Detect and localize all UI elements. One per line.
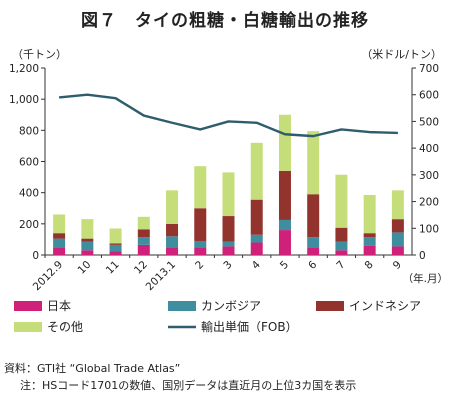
bar-segment-japan [81,250,94,255]
legend-cambodia-swatch [168,301,196,311]
bar-segment-other [250,142,263,200]
left-tick-label: 400 [19,188,39,200]
bar-segment-other [278,114,291,171]
bar-segment-japan [278,230,291,255]
bar-segment-other [81,219,94,239]
bar-segment-indonesia [250,199,263,235]
left-tick-label: 0 [32,250,39,262]
x-tick-label: 2013.1 [144,259,178,293]
bar-segment-cambodia [391,232,404,247]
left-tick-label: 1,200 [9,63,39,75]
bar-segment-japan [166,247,179,255]
bar-segment-other [391,190,404,220]
bar-segment-other [222,172,235,217]
left-axis-unit: （千トン） [12,48,67,61]
right-tick-label: 0 [419,250,426,262]
x-tick-label: 9 [391,259,404,272]
right-tick-label: 700 [419,63,439,75]
bar-segment-japan [250,242,263,255]
bar-segment-other [137,216,150,230]
x-tick-label: 2 [193,259,206,272]
bar-segment-japan [391,246,404,255]
bar-segment-indonesia [278,170,291,220]
bar-segment-cambodia [250,234,263,243]
bar-segment-indonesia [166,223,179,237]
x-tick-label: 8 [363,259,376,272]
right-tick-label: 200 [419,197,439,209]
bar-segment-indonesia [363,233,376,238]
bar-segment-indonesia [335,227,348,242]
bar-segment-indonesia [307,194,320,238]
bar-segment-japan [335,250,348,255]
bar-segment-cambodia [363,237,376,246]
bar-segment-other [166,190,179,224]
x-tick-label: 11 [104,259,122,277]
legend-indonesia-swatch [316,301,344,311]
bar-segment-japan [137,244,150,255]
bar-segment-cambodia [222,241,235,247]
x-tick-label: 10 [76,259,94,277]
x-tick-label: 6 [306,258,319,271]
bar-segment-cambodia [81,241,94,251]
left-tick-label: 200 [19,219,39,231]
right-tick-label: 600 [419,90,439,102]
legend-indonesia-label: インドネシア [349,299,421,313]
bar-segment-other [307,131,320,195]
bar-segment-japan [307,247,320,255]
legend-other-label: その他 [47,320,83,334]
bar-segment-cambodia [137,237,150,245]
chart-title: 図７ タイの粗糖・白糖輸出の推移 [81,11,369,31]
x-tick-label: 4 [250,258,263,271]
right-tick-label: 400 [419,143,439,155]
left-tick-label: 600 [19,157,39,169]
bar-segment-cambodia [194,240,207,248]
right-tick-label: 100 [419,223,439,235]
bar-segment-cambodia [53,238,66,248]
bar-segment-other [335,174,348,228]
bar-segment-cambodia [307,237,320,248]
legend-japan-label: 日本 [47,299,71,313]
legend-price-label: 輸出単価（FOB） [201,319,298,334]
left-tick-label: 800 [19,125,39,137]
bar-segment-japan [109,251,122,255]
x-tick-label: 3 [221,259,234,272]
left-tick-label: 1,000 [9,94,39,106]
bar-segment-indonesia [391,219,404,233]
bar-segment-japan [222,246,235,255]
x-tick-label: 7 [334,259,347,272]
bar-segment-cambodia [335,241,348,251]
right-tick-label: 500 [419,116,439,128]
bar-segment-indonesia [109,243,122,245]
x-tick-label: 12 [132,259,150,277]
bar-segment-indonesia [137,229,150,238]
legend-cambodia-label: カンボジア [201,299,261,313]
bar-segment-cambodia [166,236,179,248]
right-axis-unit: （米ドル/トン） [361,48,442,61]
bar-segment-indonesia [222,216,235,242]
x-axis-unit: （年.月） [403,272,448,285]
bar-segment-other [53,214,66,234]
bar-segment-japan [194,247,207,255]
legend-other-swatch [14,322,42,332]
note-text: 注：HSコード1701の数値、国別データは直近月の上位3カ国を表示 [20,379,357,392]
bar-segment-indonesia [194,208,207,241]
x-tick-label: 5 [278,259,291,272]
bar-segment-cambodia [109,244,122,252]
bar-segment-indonesia [53,233,66,239]
bar-segment-other [194,166,207,209]
bar-segment-indonesia [81,238,94,242]
bar-segment-other [109,228,122,244]
bar-segment-other [363,195,376,234]
right-tick-label: 300 [419,170,439,182]
bar-segment-cambodia [278,219,291,231]
x-tick-label: 2012.9 [31,259,65,293]
source-text: 資料：GTI社 “Global Trade Atlas” [4,362,181,375]
bar-segment-japan [53,247,66,255]
legend-japan-swatch [14,301,42,311]
bar-segment-japan [363,245,376,255]
price-line [59,93,398,138]
